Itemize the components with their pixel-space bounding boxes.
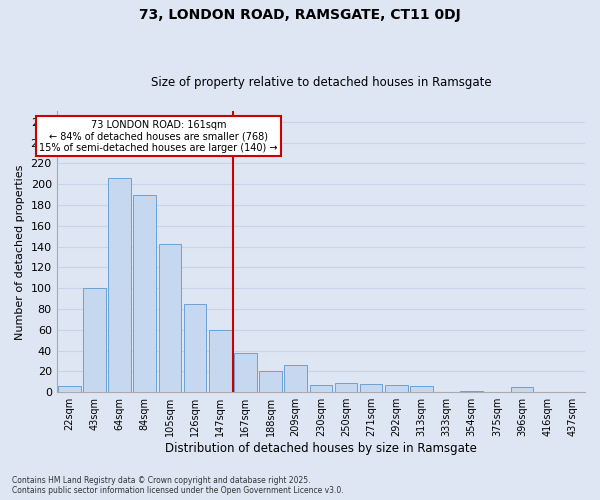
Bar	[184, 304, 206, 392]
Bar	[259, 372, 282, 392]
Text: 73, LONDON ROAD, RAMSGATE, CT11 0DJ: 73, LONDON ROAD, RAMSGATE, CT11 0DJ	[139, 8, 461, 22]
Bar	[209, 330, 232, 392]
Bar	[108, 178, 131, 392]
Bar	[385, 385, 407, 392]
Bar	[511, 387, 533, 392]
Title: Size of property relative to detached houses in Ramsgate: Size of property relative to detached ho…	[151, 76, 491, 90]
Bar	[284, 365, 307, 392]
Bar	[310, 385, 332, 392]
Bar	[360, 384, 382, 392]
Bar	[234, 352, 257, 392]
Y-axis label: Number of detached properties: Number of detached properties	[15, 164, 25, 340]
Bar	[158, 244, 181, 392]
Bar	[58, 386, 80, 392]
Bar	[335, 383, 358, 392]
Bar	[460, 391, 483, 392]
X-axis label: Distribution of detached houses by size in Ramsgate: Distribution of detached houses by size …	[165, 442, 477, 455]
Text: Contains HM Land Registry data © Crown copyright and database right 2025.
Contai: Contains HM Land Registry data © Crown c…	[12, 476, 344, 495]
Text: 73 LONDON ROAD: 161sqm
← 84% of detached houses are smaller (768)
15% of semi-de: 73 LONDON ROAD: 161sqm ← 84% of detached…	[40, 120, 278, 153]
Bar	[133, 194, 156, 392]
Bar	[410, 386, 433, 392]
Bar	[83, 288, 106, 392]
